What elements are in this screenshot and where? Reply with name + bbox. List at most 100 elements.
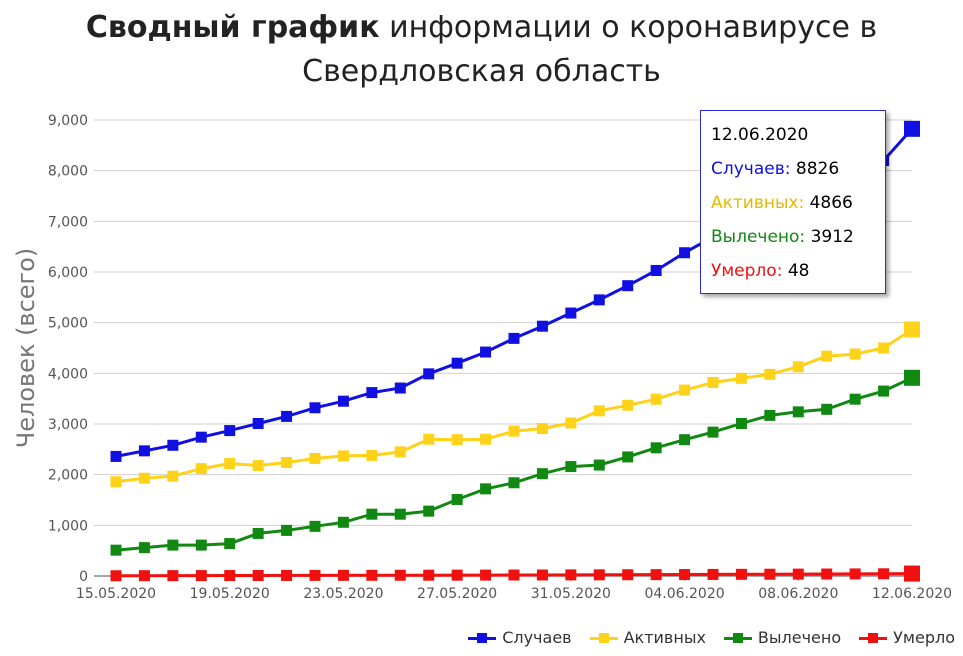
tooltip-recovered-row: Вылечено: 3912 [711, 227, 885, 261]
legend-item-cases[interactable]: Случаев [468, 628, 571, 647]
data-point [878, 343, 889, 354]
data-point [565, 308, 576, 319]
tooltip-cases-label: Случаев: [711, 159, 790, 179]
data-point [452, 434, 463, 445]
data-point [537, 468, 548, 479]
data-point [651, 442, 662, 453]
data-point [111, 476, 122, 487]
data-point [594, 460, 605, 471]
y-tick-label: 9,000 [48, 113, 88, 129]
data-point [622, 451, 633, 462]
data-point [679, 434, 690, 445]
data-point [565, 461, 576, 472]
data-point [793, 406, 804, 417]
data-point [139, 473, 150, 484]
y-tick-label: 1,000 [48, 518, 88, 534]
data-point [338, 570, 349, 581]
data-point [480, 347, 491, 358]
data-point [651, 394, 662, 405]
x-tick-label: 12.06.2020 [872, 586, 952, 602]
data-point [565, 569, 576, 580]
data-point [281, 525, 292, 536]
data-point [850, 394, 861, 405]
legend-item-active[interactable]: Активных [590, 628, 706, 647]
data-point [904, 321, 920, 337]
data-point [594, 405, 605, 416]
legend-item-recovered[interactable]: Вылечено [724, 628, 841, 647]
data-point [423, 506, 434, 517]
data-point [509, 426, 520, 437]
tooltip-recovered-label: Вылечено: [711, 227, 805, 247]
data-point [452, 494, 463, 505]
y-tick-label: 4,000 [48, 366, 88, 382]
data-point [793, 361, 804, 372]
x-tick-label: 23.05.2020 [303, 586, 383, 602]
legend-label: Умерло [893, 628, 955, 647]
data-point [395, 383, 406, 394]
data-point [253, 418, 264, 429]
y-tick-label: 0 [79, 569, 88, 585]
data-point [338, 396, 349, 407]
data-point [423, 434, 434, 445]
legend-item-died[interactable]: Умерло [859, 628, 955, 647]
data-point [338, 450, 349, 461]
data-point [253, 460, 264, 471]
data-point [366, 450, 377, 461]
data-point [904, 566, 920, 582]
data-point [253, 570, 264, 581]
data-point [878, 386, 889, 397]
x-tick-label: 27.05.2020 [417, 586, 497, 602]
legend-swatch-icon [859, 632, 887, 644]
data-point [537, 569, 548, 580]
data-point [111, 570, 122, 581]
data-point [310, 402, 321, 413]
data-point [651, 265, 662, 276]
data-point [480, 483, 491, 494]
data-point [224, 458, 235, 469]
data-point [594, 294, 605, 305]
data-point [395, 570, 406, 581]
data-point [139, 570, 150, 581]
data-point [594, 569, 605, 580]
x-tick-label: 08.06.2020 [758, 586, 838, 602]
tooltip-date: 12.06.2020 [711, 125, 885, 159]
data-point [310, 521, 321, 532]
legend-swatch-icon [724, 632, 752, 644]
data-point [764, 569, 775, 580]
hover-tooltip: 12.06.2020 Случаев: 8826 Активных: 4866 … [700, 110, 886, 294]
legend-label: Вылечено [758, 628, 841, 647]
y-tick-label: 6,000 [48, 265, 88, 281]
data-point [310, 453, 321, 464]
y-tick-label: 2,000 [48, 468, 88, 484]
data-point [509, 570, 520, 581]
chart-title: Сводный график информации о коронавирусе… [0, 6, 963, 94]
data-point [366, 570, 377, 581]
title-line2: Свердловская область [302, 54, 661, 89]
chart-legend: Случаев Активных Вылечено Умерло [468, 628, 955, 647]
data-point [452, 570, 463, 581]
data-point [395, 509, 406, 520]
data-point [281, 411, 292, 422]
data-point [452, 358, 463, 369]
x-tick-label: 04.06.2020 [644, 586, 724, 602]
data-point [139, 445, 150, 456]
data-point [537, 423, 548, 434]
series-line [116, 330, 912, 482]
data-point [736, 569, 747, 580]
data-point [139, 542, 150, 553]
data-point [366, 509, 377, 520]
data-point [111, 545, 122, 556]
data-point [878, 568, 889, 579]
data-point [395, 446, 406, 457]
data-point [167, 540, 178, 551]
data-point [423, 368, 434, 379]
data-point [480, 570, 491, 581]
data-point [708, 377, 719, 388]
data-point [310, 570, 321, 581]
data-point [821, 351, 832, 362]
y-axis-title: Человек (всего) [12, 248, 40, 448]
data-point [167, 440, 178, 451]
data-point [736, 373, 747, 384]
data-point [537, 321, 548, 332]
title-bold: Сводный график [86, 10, 380, 45]
